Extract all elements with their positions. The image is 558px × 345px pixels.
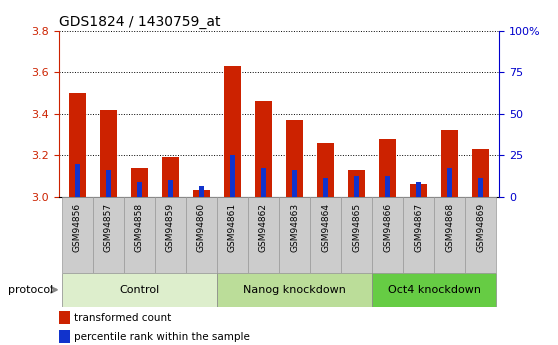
Text: protocol: protocol	[8, 285, 53, 295]
Bar	[348, 170, 365, 197]
Text: GSM94862: GSM94862	[259, 203, 268, 252]
Text: GSM94868: GSM94868	[445, 203, 454, 252]
Text: Control: Control	[119, 285, 160, 295]
Text: GSM94858: GSM94858	[135, 203, 144, 252]
Bar	[255, 101, 272, 197]
Bar	[105, 170, 111, 197]
Bar	[155, 197, 186, 273]
Bar	[162, 157, 179, 197]
Bar	[478, 178, 483, 197]
Bar	[217, 273, 372, 307]
Bar	[310, 197, 341, 273]
Bar	[372, 273, 496, 307]
Bar	[193, 190, 210, 197]
Text: GSM94861: GSM94861	[228, 203, 237, 252]
Bar	[447, 168, 453, 197]
Text: GSM94865: GSM94865	[352, 203, 361, 252]
Bar	[59, 330, 70, 343]
Bar	[186, 197, 217, 273]
Text: GSM94863: GSM94863	[290, 203, 299, 252]
Text: transformed count: transformed count	[74, 313, 171, 323]
Bar	[354, 176, 359, 197]
Bar	[465, 197, 496, 273]
Text: Nanog knockdown: Nanog knockdown	[243, 285, 346, 295]
Bar	[286, 120, 303, 197]
Bar	[410, 184, 427, 197]
Bar	[385, 176, 390, 197]
Bar	[472, 149, 489, 197]
Text: GSM94867: GSM94867	[414, 203, 423, 252]
Bar	[441, 130, 458, 197]
Text: GDS1824 / 1430759_at: GDS1824 / 1430759_at	[59, 14, 220, 29]
Bar	[131, 168, 148, 197]
Bar	[124, 197, 155, 273]
Bar	[75, 164, 80, 197]
Text: GSM94857: GSM94857	[104, 203, 113, 252]
Text: GSM94869: GSM94869	[477, 203, 485, 252]
Bar	[379, 139, 396, 197]
Bar	[230, 155, 235, 197]
Text: Oct4 knockdown: Oct4 knockdown	[388, 285, 481, 295]
Bar	[317, 143, 334, 197]
Bar	[62, 273, 217, 307]
Bar	[341, 197, 372, 273]
Bar	[62, 197, 93, 273]
Text: GSM94860: GSM94860	[197, 203, 206, 252]
Bar	[199, 186, 204, 197]
Text: GSM94859: GSM94859	[166, 203, 175, 252]
Bar	[69, 93, 86, 197]
Text: GSM94864: GSM94864	[321, 203, 330, 252]
Bar	[416, 182, 421, 197]
Text: GSM94866: GSM94866	[383, 203, 392, 252]
Bar	[261, 168, 266, 197]
Bar	[434, 197, 465, 273]
Bar	[372, 197, 403, 273]
Bar	[248, 197, 279, 273]
Bar	[137, 182, 142, 197]
Text: GSM94856: GSM94856	[73, 203, 81, 252]
Bar	[93, 197, 124, 273]
Bar	[292, 170, 297, 197]
Bar	[168, 180, 173, 197]
Bar	[224, 66, 241, 197]
Bar	[59, 311, 70, 324]
Bar	[323, 178, 328, 197]
Text: percentile rank within the sample: percentile rank within the sample	[74, 332, 250, 342]
Bar	[217, 197, 248, 273]
Bar	[279, 197, 310, 273]
Bar	[403, 197, 434, 273]
Bar	[100, 110, 117, 197]
